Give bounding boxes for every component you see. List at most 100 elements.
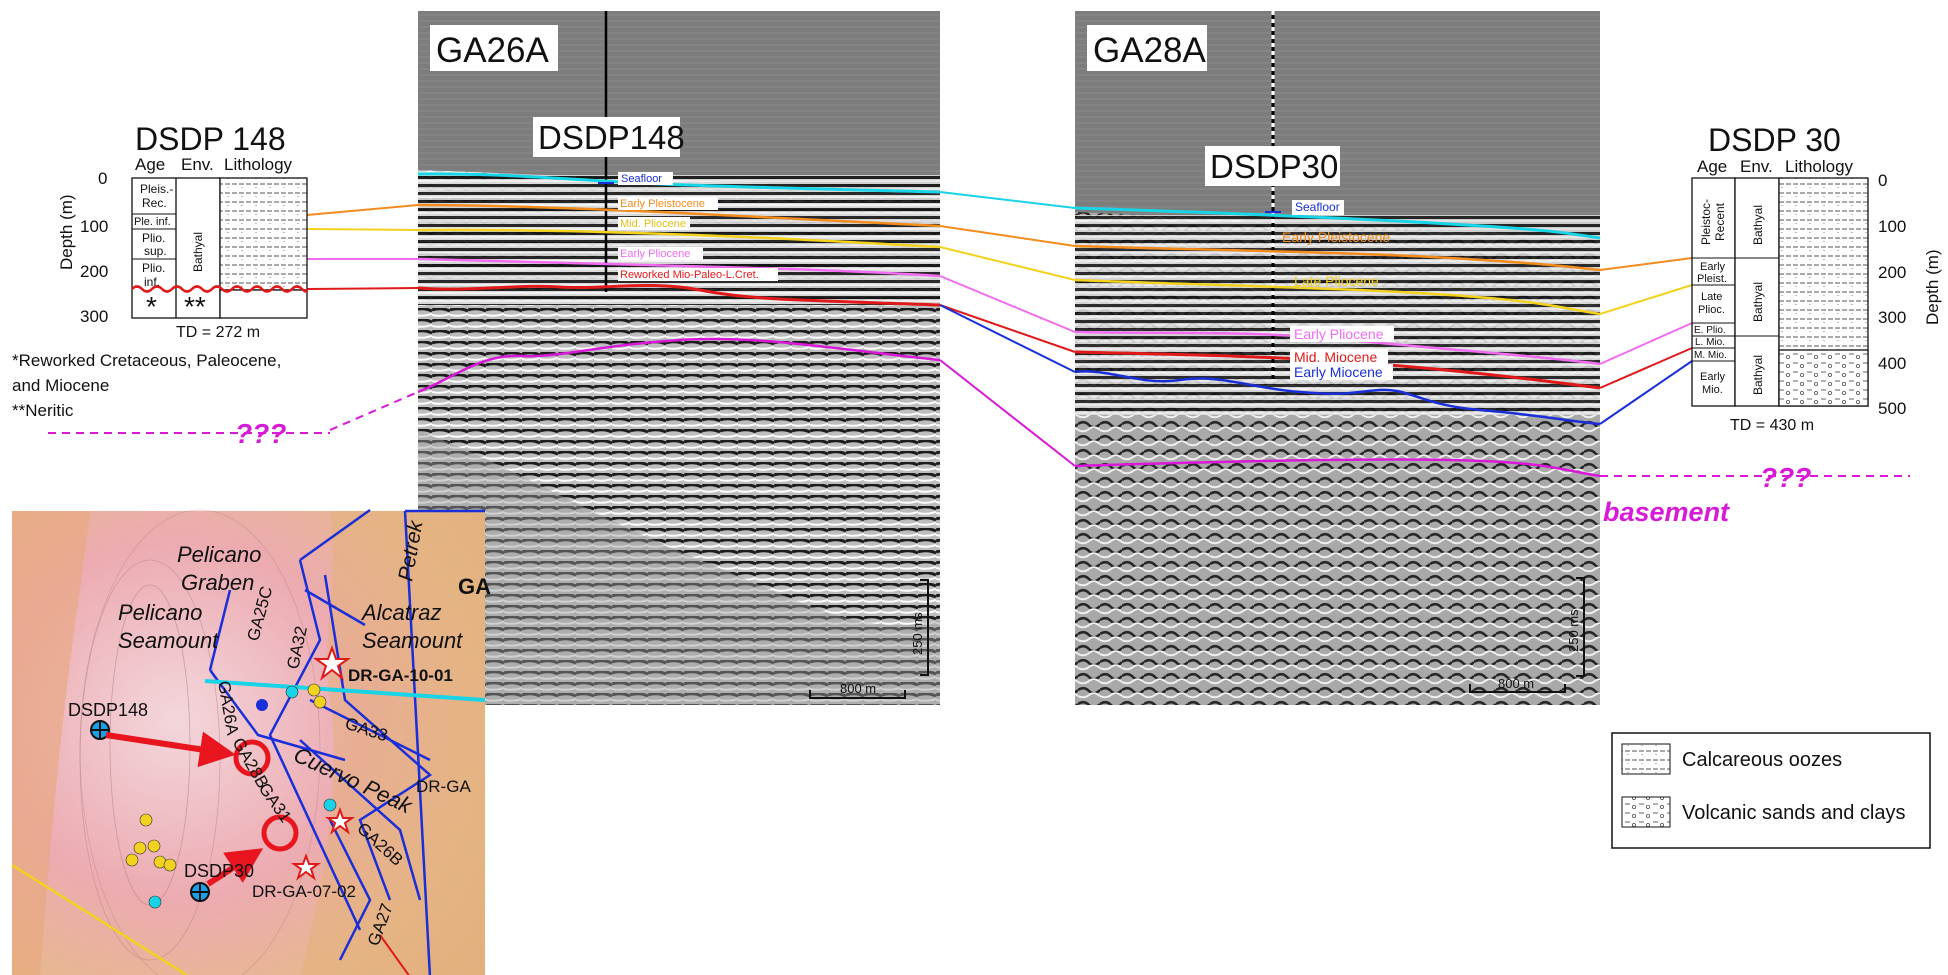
map-ga-corner: GA — [458, 574, 491, 599]
dsdp148-note1: *Reworked Cretaceous, Paleocene, — [12, 351, 281, 370]
legend-swatch-volcanic — [1621, 796, 1671, 828]
horizon-early-pleistocene-b — [1074, 244, 1601, 272]
label-a-seafloor: Seafloor — [621, 173, 662, 185]
dsdp30-col-lith: Lithology — [1785, 157, 1854, 176]
dsdp148-tick-300: 300 — [80, 307, 108, 326]
dsdp148-tick-100: 100 — [80, 217, 108, 236]
map-pelicano-seamount-1: Pelicano — [118, 600, 202, 625]
map-dsdp148: DSDP148 — [68, 700, 148, 720]
dsdp30-column: DSDP 30 Age Env. Lithology Pleistoc- Rec… — [1691, 122, 1942, 434]
dsdp30-age-5: Plioc. — [1698, 304, 1725, 316]
legend: Calcareous oozes Volcanic sands and clay… — [1611, 732, 1931, 849]
horizon-late-pliocene-b — [1074, 278, 1601, 316]
dsdp30-age-4: Late — [1701, 291, 1722, 303]
horizon-early-pliocene-a — [417, 257, 941, 278]
arrow-30-icon — [206, 848, 264, 887]
star-drga07-icon — [290, 853, 322, 881]
label-a-reworked: Reworked Mio-Paleo-L.Cret. — [620, 269, 759, 281]
horizon-early-pleistocene-a — [417, 203, 941, 228]
seismic-profile-ga28a: GA28A DSDP30 Seafloor Early Pleistocene … — [1074, 11, 1601, 705]
dsdp148-star2: ** — [184, 291, 206, 322]
dsdp148-column: DSDP 148 Age Env. Lithology Depth (m) 0 … — [12, 121, 309, 420]
scale-a-vertical: 250 ms — [910, 612, 925, 655]
label-b-early-pliocene: Early Pliocene — [1294, 326, 1384, 342]
dsdp148-age-1: Rec. — [142, 196, 167, 210]
dsdp30-age-10: Mio. — [1702, 384, 1723, 396]
dsdp148-tick-200: 200 — [80, 262, 108, 281]
star-cuervo-icon — [324, 807, 356, 835]
dsdp30-env-2: Bathyal — [1751, 282, 1765, 322]
location-circle-148 — [233, 739, 271, 777]
dsdp148-col-lith: Lithology — [224, 155, 293, 174]
horizon-mid-pliocene-a — [417, 228, 941, 249]
arrow-148-icon — [105, 731, 236, 768]
map-dr-ga-trunc: DR-GA — [416, 777, 471, 796]
unknown-mark-right: ??? — [1760, 462, 1811, 493]
dsdp148-ylabel: Depth (m) — [57, 194, 76, 270]
profile-b-well: DSDP30 — [1210, 148, 1338, 185]
dsdp30-tick-500: 500 — [1878, 399, 1906, 418]
dsdp30-env-3: Bathyal — [1751, 355, 1765, 395]
dsdp30-age-7: L. Mio. — [1695, 337, 1725, 348]
dsdp30-age-2: Early — [1700, 261, 1726, 273]
label-a-mid-pliocene: Mid. Pliocene — [620, 218, 686, 230]
dsdp148-title: DSDP 148 — [135, 121, 286, 157]
map-alcatraz-seamount-2: Seamount — [362, 628, 463, 653]
seismic-profile-ga26a: GA26A DSDP148 Seafloor Early Pleistocene… — [417, 11, 941, 705]
horizon-seafloor-b — [1074, 206, 1601, 240]
dsdp30-tick-400: 400 — [1878, 354, 1906, 373]
dsdp30-age-8: M. Mio. — [1694, 350, 1727, 361]
dsdp30-age-1: Recent — [1713, 202, 1727, 241]
dsdp148-note2: and Miocene — [12, 376, 109, 395]
unknown-mark-left: ??? — [235, 418, 286, 449]
scale-b-horizontal: 800 m — [1498, 676, 1534, 691]
dsdp148-age-6: inf. — [144, 275, 160, 289]
dsdp30-title: DSDP 30 — [1708, 122, 1841, 158]
dsdp30-tick-0: 0 — [1878, 171, 1887, 190]
dsdp30-age-9: Early — [1700, 371, 1726, 383]
map-pelicano-graben-2: Graben — [181, 570, 254, 595]
profile-a-name: GA26A — [436, 31, 549, 70]
dsdp30-age-3: Pleist. — [1697, 273, 1727, 285]
label-b-mid-miocene: Mid. Miocene — [1294, 349, 1377, 365]
label-a-early-pleistocene: Early Pleistocene — [620, 198, 705, 210]
dsdp30-env-1: Bathyal — [1751, 205, 1765, 245]
map-pelicano-seamount-2: Seamount — [118, 628, 219, 653]
label-b-early-miocene: Early Miocene — [1294, 364, 1383, 380]
horizon-basement-b — [1074, 458, 1601, 478]
label-b-seafloor: Seafloor — [1295, 200, 1340, 214]
horizon-basement-a — [417, 337, 941, 394]
dsdp148-age-4: sup. — [144, 244, 167, 258]
dsdp148-env: Bathyal — [191, 232, 205, 272]
dsdp30-td: TD = 430 m — [1730, 417, 1814, 434]
dsdp148-star1: * — [146, 291, 157, 322]
basement-label: basement — [1603, 497, 1730, 527]
well-dsdp148-icon — [90, 720, 110, 740]
horizon-reworked-a — [417, 283, 941, 307]
map-alcatraz-seamount-1: Alcatraz — [360, 600, 441, 625]
legend-swatch-calcareous — [1621, 743, 1671, 775]
location-circle-30 — [261, 814, 299, 852]
dsdp30-col-age: Age — [1697, 157, 1727, 176]
scale-a-horizontal: 800 m — [840, 681, 876, 696]
location-map: Pelicano Graben Pelicano Seamount Alcatr… — [11, 508, 491, 975]
dsdp148-age-3: Plio. — [142, 231, 165, 245]
dsdp148-age-2: Ple. inf. — [134, 216, 171, 228]
dsdp30-age-6: E. Plio. — [1694, 325, 1726, 336]
star-alcatraz-icon — [312, 645, 352, 681]
dsdp30-tick-100: 100 — [1878, 217, 1906, 236]
legend-item-volcanic: Volcanic sands and clays — [1682, 802, 1905, 824]
well-dsdp30-icon — [190, 882, 210, 902]
map-dr-ga-10: DR-GA-10-01 — [348, 666, 453, 685]
dsdp148-td: TD = 272 m — [176, 324, 260, 341]
profile-a-well: DSDP148 — [538, 119, 685, 156]
dsdp30-tick-200: 200 — [1878, 263, 1906, 282]
dsdp148-tick-0: 0 — [98, 169, 107, 188]
dsdp148-age-0: Pleis.- — [140, 182, 173, 196]
label-b-early-pleistocene: Early Pleistocene — [1282, 229, 1390, 245]
legend-item-calcareous: Calcareous oozes — [1682, 749, 1842, 771]
dsdp30-ylabel: Depth (m) — [1923, 249, 1942, 325]
dsdp148-col-env: Env. — [181, 155, 214, 174]
